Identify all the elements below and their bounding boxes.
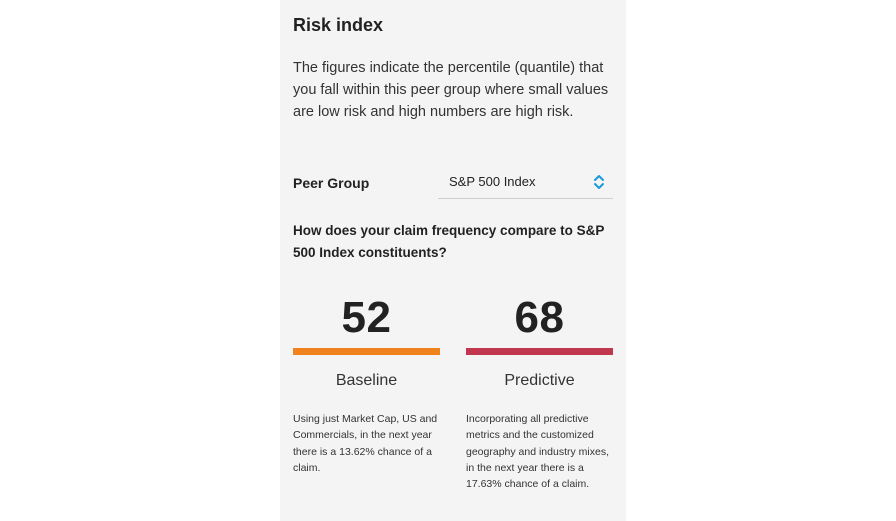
predictive-metric: 68 Predictive Incorporating all predicti… [466,290,613,490]
baseline-note: Using just Market Cap, US and Commercial… [293,413,438,474]
up-down-chevron-icon [593,172,605,192]
peer-group-row: Peer Group S&P 500 Index [293,166,613,200]
baseline-label: Baseline [335,372,398,389]
predictive-bar [466,348,613,355]
baseline-metric: 52 Baseline Using just Market Cap, US an… [293,290,440,474]
panel-title: Risk index [293,15,384,35]
risk-index-panel: Risk index The figures indicate the perc… [280,0,626,521]
peer-group-label: Peer Group [293,175,370,191]
baseline-bar-fill [293,348,440,355]
comparison-question: How does your claim frequency compare to… [293,223,605,260]
predictive-label: Predictive [504,372,575,389]
predictive-value: 68 [514,293,565,342]
predictive-bar-fill [466,348,613,355]
baseline-bar [293,348,440,355]
predictive-note: Incorporating all predictive metrics and… [466,413,609,491]
peer-group-select[interactable]: S&P 500 Index [438,166,613,199]
baseline-value: 52 [341,293,392,342]
peer-group-selected-value: S&P 500 Index [449,174,536,189]
panel-description: The figures indicate the percentile (qua… [293,60,609,120]
